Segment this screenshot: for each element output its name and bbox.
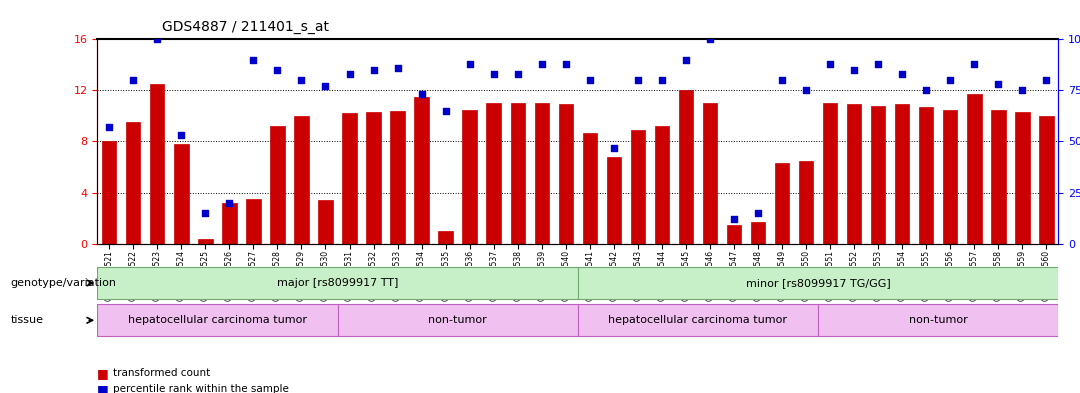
FancyBboxPatch shape bbox=[819, 304, 1058, 336]
Bar bbox=[415, 97, 429, 244]
Point bbox=[413, 91, 430, 97]
Point bbox=[797, 87, 814, 94]
Point bbox=[581, 77, 598, 83]
Point bbox=[485, 71, 502, 77]
Bar bbox=[1015, 112, 1029, 244]
Point bbox=[197, 210, 214, 216]
Bar bbox=[823, 103, 837, 244]
Text: hepatocellular carcinoma tumor: hepatocellular carcinoma tumor bbox=[608, 315, 787, 325]
Point bbox=[461, 61, 478, 67]
Point bbox=[846, 67, 863, 73]
Bar bbox=[535, 103, 549, 244]
Text: GDS4887 / 211401_s_at: GDS4887 / 211401_s_at bbox=[162, 20, 329, 34]
Bar bbox=[126, 122, 140, 244]
Point bbox=[822, 61, 839, 67]
Bar bbox=[582, 132, 597, 244]
Bar bbox=[366, 112, 381, 244]
Bar bbox=[991, 110, 1005, 244]
Point bbox=[918, 87, 935, 94]
Bar bbox=[774, 163, 789, 244]
Point bbox=[245, 57, 262, 63]
Point bbox=[100, 124, 118, 130]
Point bbox=[750, 210, 767, 216]
Text: ■: ■ bbox=[97, 367, 109, 380]
Bar bbox=[703, 103, 717, 244]
Bar bbox=[222, 203, 237, 244]
Point bbox=[630, 77, 647, 83]
Bar bbox=[270, 126, 285, 244]
Point bbox=[893, 71, 910, 77]
Bar bbox=[342, 113, 356, 244]
Point bbox=[989, 81, 1007, 87]
FancyBboxPatch shape bbox=[97, 304, 337, 336]
Bar bbox=[967, 94, 982, 244]
Point bbox=[173, 132, 190, 138]
Point bbox=[389, 65, 406, 71]
Point bbox=[124, 77, 141, 83]
Bar bbox=[511, 103, 525, 244]
Bar bbox=[486, 103, 501, 244]
Point bbox=[316, 83, 334, 90]
Bar bbox=[727, 224, 741, 244]
Point bbox=[269, 67, 286, 73]
Text: transformed count: transformed count bbox=[113, 368, 211, 378]
Text: tissue: tissue bbox=[11, 315, 44, 325]
Point bbox=[653, 77, 671, 83]
Text: genotype/variation: genotype/variation bbox=[11, 278, 117, 288]
Point bbox=[534, 61, 551, 67]
Point bbox=[869, 61, 887, 67]
Point bbox=[437, 108, 455, 114]
Bar bbox=[654, 126, 670, 244]
Point bbox=[701, 36, 718, 42]
Bar bbox=[438, 231, 453, 244]
Point bbox=[341, 71, 359, 77]
Bar bbox=[895, 105, 909, 244]
Bar bbox=[678, 90, 693, 244]
Bar bbox=[847, 105, 862, 244]
Bar bbox=[919, 107, 933, 244]
Point bbox=[149, 36, 166, 42]
Text: hepatocellular carcinoma tumor: hepatocellular carcinoma tumor bbox=[127, 315, 307, 325]
Point bbox=[773, 77, 791, 83]
Bar bbox=[943, 110, 958, 244]
Point bbox=[677, 57, 694, 63]
Point bbox=[557, 61, 575, 67]
Text: ■: ■ bbox=[97, 382, 109, 393]
Point bbox=[365, 67, 382, 73]
Point bbox=[220, 200, 238, 206]
Point bbox=[293, 77, 310, 83]
FancyBboxPatch shape bbox=[97, 267, 578, 299]
Point bbox=[966, 61, 983, 67]
Bar bbox=[799, 161, 813, 244]
Bar bbox=[631, 130, 645, 244]
Point bbox=[1038, 77, 1055, 83]
Bar bbox=[198, 239, 213, 244]
Text: non-tumor: non-tumor bbox=[909, 315, 968, 325]
Bar bbox=[102, 141, 117, 244]
Bar bbox=[462, 110, 477, 244]
Bar bbox=[246, 199, 260, 244]
Bar bbox=[870, 106, 886, 244]
FancyBboxPatch shape bbox=[578, 267, 1058, 299]
Bar bbox=[607, 157, 621, 244]
Point bbox=[726, 216, 743, 222]
Bar bbox=[1039, 116, 1054, 244]
Bar bbox=[319, 200, 333, 244]
Point bbox=[1014, 87, 1031, 94]
Bar bbox=[751, 222, 766, 244]
Text: minor [rs8099917 TG/GG]: minor [rs8099917 TG/GG] bbox=[745, 278, 891, 288]
Point bbox=[942, 77, 959, 83]
Bar bbox=[294, 116, 309, 244]
Bar bbox=[558, 105, 573, 244]
Text: major [rs8099917 TT]: major [rs8099917 TT] bbox=[276, 278, 399, 288]
Point bbox=[605, 145, 622, 151]
FancyBboxPatch shape bbox=[337, 304, 578, 336]
FancyBboxPatch shape bbox=[578, 304, 819, 336]
Bar bbox=[150, 84, 164, 244]
Bar bbox=[390, 111, 405, 244]
Bar bbox=[174, 144, 189, 244]
Point bbox=[509, 71, 526, 77]
Text: percentile rank within the sample: percentile rank within the sample bbox=[113, 384, 289, 393]
Text: non-tumor: non-tumor bbox=[429, 315, 487, 325]
